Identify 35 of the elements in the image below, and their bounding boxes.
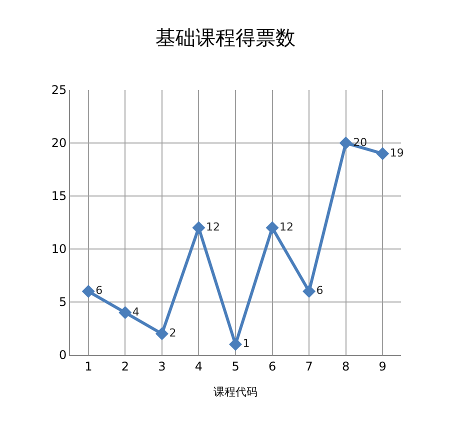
data-label: 4 — [132, 305, 140, 318]
x-tick-label: 1 — [84, 359, 92, 374]
point — [339, 136, 352, 150]
y-tick-label: 0 — [58, 348, 67, 362]
x-tick-label: 4 — [194, 359, 203, 374]
x-tick-label: 8 — [342, 359, 350, 374]
data-label: 20 — [353, 136, 368, 149]
point — [155, 327, 168, 340]
point — [266, 221, 279, 234]
y-tick-label: 5 — [58, 295, 67, 310]
data-label: 1 — [242, 337, 250, 350]
x-tick-label: 3 — [158, 359, 166, 374]
data-label: 12 — [280, 220, 294, 234]
y-tick-label: 10 — [51, 242, 67, 256]
point — [376, 147, 390, 160]
x-tick-label: 6 — [268, 359, 276, 374]
point — [302, 284, 316, 298]
x-tick-label: 5 — [232, 359, 240, 374]
y-tick-label: 15 — [51, 189, 67, 204]
data-label: 19 — [390, 146, 404, 160]
x-tick-label: 9 — [378, 359, 386, 374]
data-label: 12 — [206, 220, 220, 234]
point — [192, 221, 206, 234]
data-label: 6 — [96, 284, 103, 298]
point — [82, 284, 95, 298]
data-label: 6 — [316, 284, 324, 298]
y-tick-label: 25 — [51, 83, 67, 98]
chart-title: 基础课程得票数 — [156, 25, 296, 50]
data-label: 2 — [169, 326, 176, 340]
point — [118, 306, 132, 320]
y-tick-label: 20 — [51, 136, 67, 150]
point — [229, 338, 242, 351]
x-tick-label: 7 — [305, 359, 313, 374]
x-tick-label: 2 — [121, 359, 129, 374]
x-axis-title: 课程代码 — [214, 386, 258, 399]
